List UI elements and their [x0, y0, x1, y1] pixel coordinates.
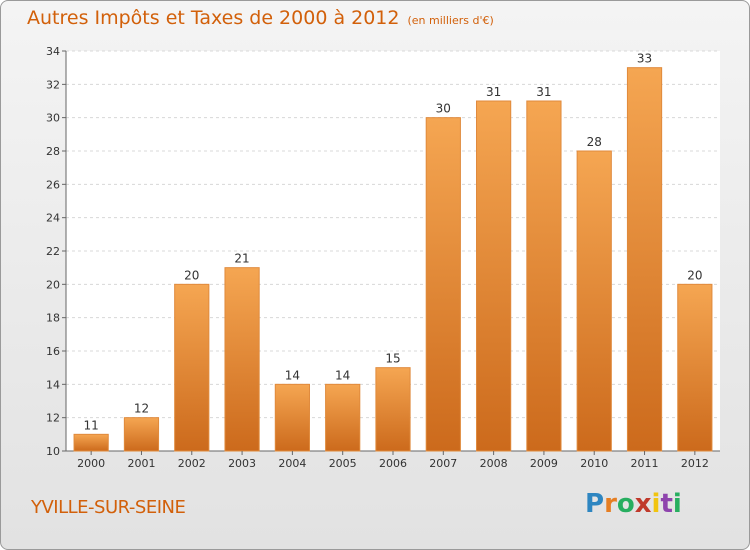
- title-text: Autres Impôts et Taxes de 2000 à 2012: [27, 7, 400, 29]
- bar: [375, 367, 411, 452]
- y-tick-label: 34: [46, 45, 60, 58]
- city-name: YVILLE-SUR-SEINE: [31, 497, 186, 518]
- x-tick-label: 2004: [278, 457, 306, 470]
- x-tick-label: 2010: [580, 457, 608, 470]
- bar-value-label: 20: [184, 268, 199, 282]
- bar-value-label: 31: [486, 85, 501, 99]
- y-tick-label: 22: [46, 245, 60, 258]
- bar: [425, 117, 461, 452]
- bar: [123, 417, 160, 452]
- x-tick-label: 2001: [127, 457, 155, 470]
- bar-value-label: 21: [234, 252, 249, 266]
- y-tick-label: 20: [46, 278, 60, 291]
- bar-value-label: 33: [637, 52, 652, 66]
- x-tick-label: 2012: [681, 457, 709, 470]
- y-tick-label: 18: [46, 312, 60, 325]
- bar: [325, 383, 361, 452]
- x-tick-label: 2006: [379, 457, 407, 470]
- y-tick-label: 14: [46, 378, 60, 391]
- title-unit: (en milliers d'€): [407, 14, 494, 27]
- bar: [73, 433, 109, 452]
- bar: [526, 100, 562, 452]
- chart-title: Autres Impôts et Taxes de 2000 à 2012 (en…: [27, 7, 494, 29]
- bar: [274, 383, 310, 452]
- bar: [476, 100, 512, 452]
- bar: [626, 67, 663, 452]
- y-tick-label: 16: [46, 345, 60, 358]
- logo-letter: r: [604, 489, 617, 519]
- bar: [576, 150, 612, 452]
- bar-value-label: 15: [385, 352, 400, 366]
- y-tick-label: 28: [46, 145, 60, 158]
- y-tick-label: 26: [46, 178, 60, 191]
- y-tick-label: 10: [46, 445, 60, 458]
- logo-letter: P: [585, 489, 605, 519]
- x-tick-label: 2007: [429, 457, 457, 470]
- y-tick-label: 24: [46, 212, 60, 225]
- bar: [174, 283, 210, 452]
- x-tick-label: 2011: [631, 457, 659, 470]
- bar-value-label: 31: [536, 85, 551, 99]
- logo-letter: t: [660, 489, 673, 519]
- bar-value-label: 30: [436, 102, 451, 116]
- logo-letter: x: [634, 489, 652, 519]
- x-tick-label: 2002: [178, 457, 206, 470]
- logo-letter: i: [651, 489, 661, 519]
- bar: [677, 283, 713, 452]
- bar-value-label: 28: [587, 135, 602, 149]
- bar-value-label: 14: [285, 368, 300, 382]
- logo-letter: o: [616, 489, 635, 519]
- bar: [224, 267, 260, 452]
- bar-value-label: 14: [335, 368, 350, 382]
- x-tick-label: 2003: [228, 457, 256, 470]
- x-tick-label: 2005: [329, 457, 357, 470]
- logo-letter: i: [672, 489, 682, 519]
- y-tick-label: 32: [46, 78, 60, 91]
- bar-value-label: 11: [84, 418, 99, 432]
- x-tick-label: 2009: [530, 457, 558, 470]
- bar-value-label: 12: [134, 402, 149, 416]
- x-tick-label: 2008: [480, 457, 508, 470]
- y-tick-label: 12: [46, 412, 60, 425]
- bar-value-label: 20: [687, 268, 702, 282]
- y-tick-label: 30: [46, 112, 60, 125]
- proxiti-logo: Proxiti: [585, 489, 682, 519]
- x-tick-label: 2000: [77, 457, 105, 470]
